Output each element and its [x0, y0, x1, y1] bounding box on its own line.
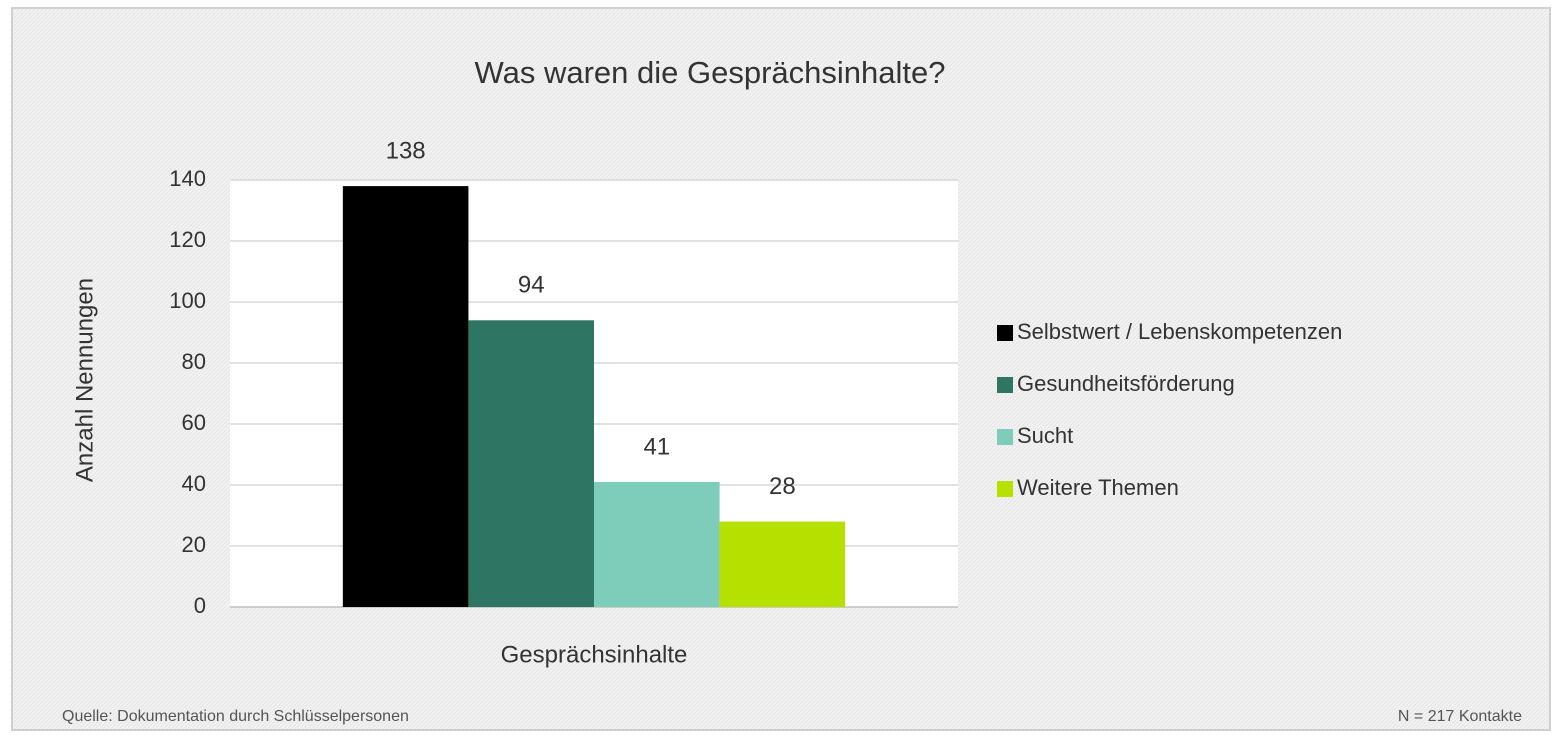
value-label: 94: [518, 272, 545, 299]
value-label: 28: [769, 473, 796, 500]
bar: [594, 481, 720, 607]
source-note: Quelle: Dokumentation durch Schlüsselper…: [62, 708, 409, 725]
y-tick-label: 60: [182, 410, 206, 435]
legend-swatch: [997, 377, 1013, 393]
y-tick-label: 120: [169, 227, 206, 252]
y-axis-title: Anzahl Nennungen: [71, 278, 98, 482]
legend-label: Sucht: [1017, 423, 1073, 448]
chart-title: Was waren die Gesprächsinhalte?: [475, 55, 946, 90]
legend-swatch: [997, 429, 1013, 445]
value-label: 138: [386, 137, 426, 164]
y-tick-label: 140: [169, 166, 206, 191]
y-tick-label: 20: [182, 532, 206, 557]
legend-swatch: [997, 325, 1013, 341]
value-label: 41: [643, 433, 670, 460]
bar: [342, 186, 469, 607]
y-tick-label: 100: [169, 288, 206, 313]
bar: [719, 521, 846, 607]
sample-note: N = 217 Kontakte: [1398, 708, 1522, 725]
legend-label: Weitere Themen: [1017, 475, 1179, 500]
y-tick-label: 80: [182, 349, 206, 374]
y-tick-label: 40: [182, 471, 206, 496]
legend-label: Selbstwert / Lebenskompetenzen: [1017, 319, 1342, 344]
legend-swatch: [997, 481, 1013, 497]
x-axis-title: Gesprächsinhalte: [501, 641, 688, 668]
bar: [468, 320, 594, 607]
y-tick-label: 0: [194, 593, 206, 618]
legend-label: Gesundheitsförderung: [1017, 371, 1235, 396]
